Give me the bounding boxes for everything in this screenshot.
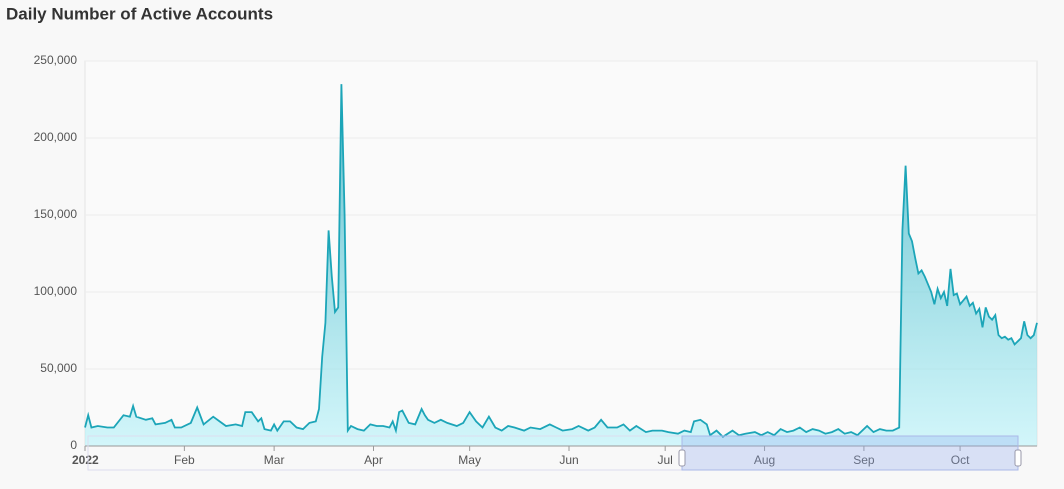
line: [84, 84, 1038, 438]
x-tick-label: Jun: [559, 453, 578, 467]
x-tick-label: Feb: [174, 453, 195, 467]
x-tick-label: 2022: [72, 453, 99, 467]
y-tick-label: 100,000: [34, 284, 78, 298]
plot-area: [84, 60, 1038, 447]
x-tick-label: Oct: [951, 453, 970, 467]
x-tick-label: Jul: [658, 453, 673, 467]
x-tick-label: Mar: [264, 453, 285, 467]
zoom-handle[interactable]: [1014, 449, 1022, 467]
zoom-handle[interactable]: [678, 449, 686, 467]
y-tick-label: 50,000: [40, 361, 77, 375]
x-tick-label: Apr: [364, 453, 383, 467]
zoom-window[interactable]: [681, 435, 1019, 471]
y-tick-label: 250,000: [34, 53, 78, 67]
x-tick-label: Aug: [754, 453, 775, 467]
y-tick-label: 0: [70, 438, 77, 452]
y-tick-label: 150,000: [34, 207, 78, 221]
x-tick-label: Sep: [853, 453, 875, 467]
y-tick-label: 200,000: [34, 130, 78, 144]
chart-title: Daily Number of Active Accounts: [6, 4, 273, 23]
x-tick-label: May: [458, 453, 481, 467]
